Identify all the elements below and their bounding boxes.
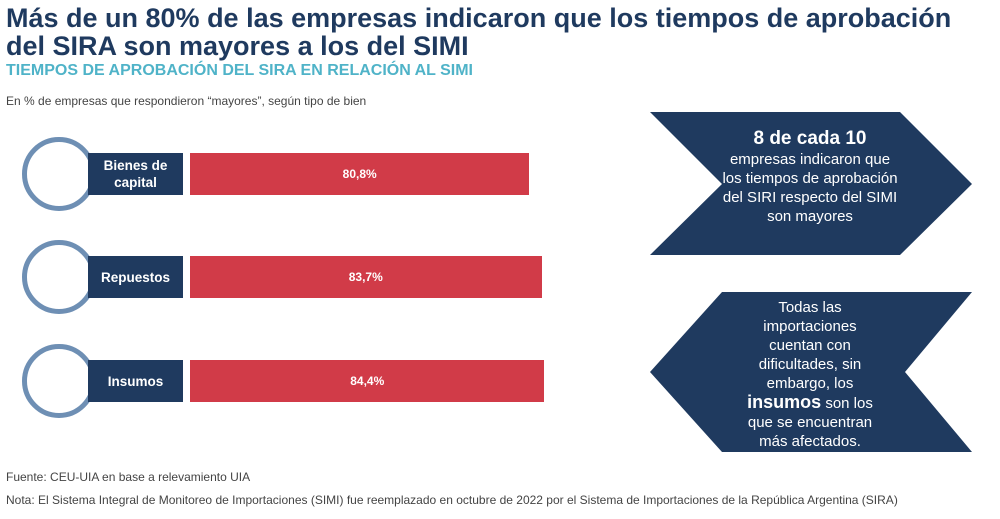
callout-text: empresas indicaron que los tiempos de ap… <box>722 151 898 225</box>
value-label: 80,8% <box>342 167 377 181</box>
unit-note: En % de empresas que respondieron “mayor… <box>6 94 367 108</box>
subtitle: TIEMPOS DE APROBACIÓN DEL SIRA EN RELACI… <box>6 62 473 79</box>
bar: 80,8% <box>190 153 530 195</box>
callout-text: Todas las importaciones cuentan con difi… <box>758 299 862 392</box>
chart-title: Más de un 80% de las empresas indicaron … <box>6 3 952 61</box>
value-label: 83,7% <box>348 270 383 284</box>
callout-bold: 8 de cada 10 <box>753 128 867 149</box>
chevron <box>650 292 972 452</box>
callout: Todas las importaciones cuentan con difi… <box>735 298 885 451</box>
icon-circle <box>22 240 96 314</box>
source: Fuente: CEU-UIA en base a relevamiento U… <box>6 470 251 484</box>
callout-bold: insumos <box>747 392 822 412</box>
chevron <box>650 112 972 255</box>
category-label: Repuestos <box>88 256 183 298</box>
category-label: Insumos <box>88 360 183 402</box>
bar: 84,4% <box>190 360 545 402</box>
icon-circle <box>22 137 96 211</box>
bar: 83,7% <box>190 256 542 298</box>
callout: 8 de cada 10 empresas indicaron que los … <box>720 128 900 226</box>
callout-text: son los que se encuentran más afectados. <box>747 395 873 450</box>
note: Nota: El Sistema Integral de Monitoreo d… <box>6 493 898 507</box>
value-label: 84,4% <box>350 374 385 388</box>
category-label: Bienes de capital <box>88 153 183 195</box>
icon-circle <box>22 344 96 418</box>
